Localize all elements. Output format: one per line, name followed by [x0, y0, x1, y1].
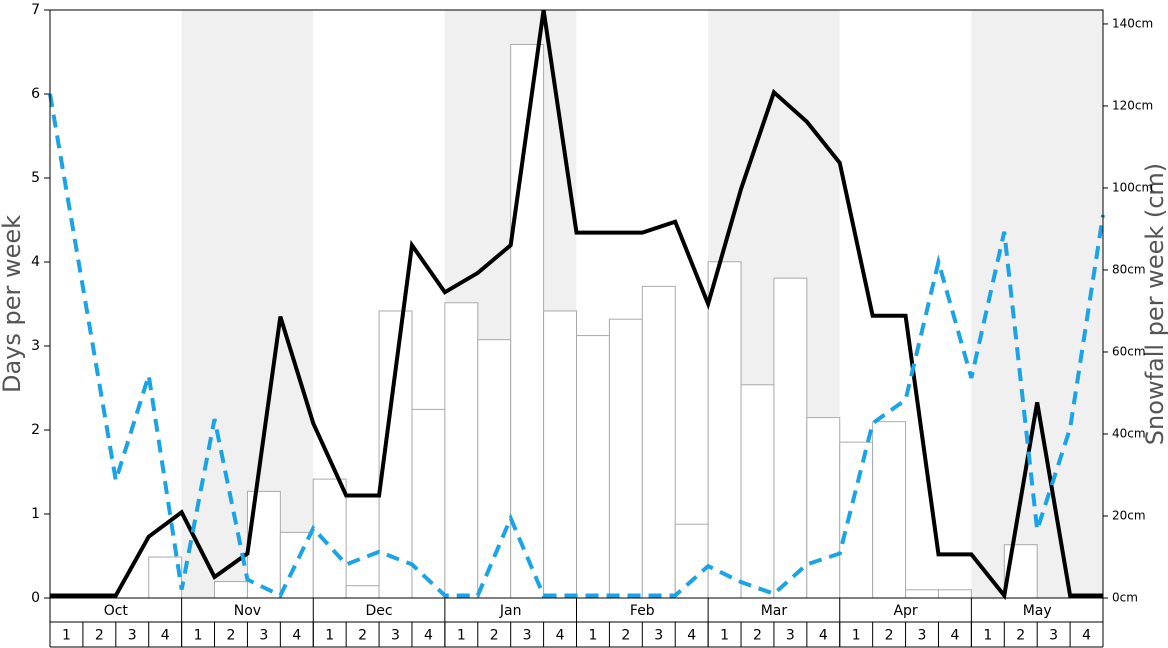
- week-label: 1: [325, 628, 334, 644]
- bar: [707, 261, 742, 599]
- bar: [608, 318, 643, 599]
- plot-frame: [49, 9, 1104, 599]
- y-tick-label: 6: [31, 86, 40, 102]
- week-label: 2: [885, 628, 894, 644]
- y-tick-label: 4: [31, 254, 40, 270]
- week-label: 3: [391, 628, 400, 644]
- bar: [444, 302, 479, 599]
- y2-tick-label: 60cm: [1112, 344, 1146, 358]
- bar: [773, 277, 808, 599]
- week-label: 4: [292, 628, 301, 644]
- month-label: Oct: [104, 603, 129, 619]
- week-label: 2: [227, 628, 236, 644]
- bar: [937, 589, 972, 599]
- week-label: 2: [95, 628, 104, 644]
- y-tick-label: 7: [31, 2, 40, 18]
- week-label: 4: [819, 628, 828, 644]
- week-label: 1: [720, 628, 729, 644]
- week-label: 1: [62, 628, 71, 644]
- week-label: 4: [424, 628, 433, 644]
- week-label: 2: [490, 628, 499, 644]
- week-label: 3: [1049, 628, 1058, 644]
- bar: [576, 335, 610, 599]
- month-label: Jan: [499, 603, 522, 619]
- bar: [345, 585, 380, 599]
- week-label: 4: [687, 628, 696, 644]
- week-label: 2: [621, 628, 630, 644]
- week-label: 1: [588, 628, 597, 644]
- y-tick-label: 2: [31, 422, 40, 438]
- week-label: 3: [786, 628, 795, 644]
- bar: [641, 285, 676, 599]
- y2-tick-label: 120cm: [1112, 98, 1153, 112]
- week-label: 3: [128, 628, 137, 644]
- y2-tick-label: 40cm: [1112, 426, 1146, 440]
- bar: [740, 384, 775, 599]
- month-label: Mar: [761, 603, 788, 619]
- week-label: 3: [523, 628, 532, 644]
- bar: [148, 556, 183, 599]
- y2-tick-label: 0cm: [1112, 591, 1138, 605]
- week-label: 2: [1016, 628, 1025, 644]
- month-label: May: [1023, 603, 1052, 619]
- week-label: 4: [161, 628, 170, 644]
- month-label: Dec: [366, 603, 393, 619]
- bar: [806, 417, 841, 599]
- y2-tick-label: 20cm: [1112, 508, 1146, 522]
- week-label: 1: [194, 628, 203, 644]
- bar: [411, 408, 446, 599]
- month-label: Apr: [893, 603, 917, 619]
- week-label: 2: [358, 628, 367, 644]
- y-tick-label: 0: [31, 590, 40, 606]
- week-label: 3: [654, 628, 663, 644]
- week-label: 2: [753, 628, 762, 644]
- week-label: 4: [1082, 628, 1091, 644]
- line: [48, 93, 1105, 599]
- bar: [214, 581, 248, 599]
- y2-tick-label: 100cm: [1112, 180, 1153, 194]
- y-tick-label: 3: [31, 338, 40, 354]
- week-label: 1: [983, 628, 992, 644]
- bar: [543, 310, 577, 599]
- month-shade: [971, 10, 1103, 598]
- bar: [312, 478, 347, 599]
- y-axis-label: Days per week: [0, 215, 26, 393]
- y-tick-label: 5: [31, 170, 40, 186]
- y-tick-label: 1: [31, 506, 40, 522]
- y2-tick-label: 140cm: [1112, 16, 1153, 30]
- bar: [839, 441, 874, 599]
- week-label: 4: [556, 628, 565, 644]
- bar: [905, 589, 939, 599]
- week-label: 4: [950, 628, 959, 644]
- week-label: 1: [457, 628, 466, 644]
- month-label: Nov: [234, 603, 261, 619]
- week-label: 3: [918, 628, 927, 644]
- y2-tick-label: 80cm: [1112, 262, 1146, 276]
- week-label: 3: [259, 628, 268, 644]
- bar: [872, 421, 907, 599]
- line: [50, 9, 1103, 601]
- month-label: Feb: [630, 603, 655, 619]
- bar: [674, 523, 709, 599]
- bar: [477, 339, 512, 599]
- y2-axis-label: Snowfall per week (cm): [1141, 163, 1168, 445]
- week-label: 1: [852, 628, 861, 644]
